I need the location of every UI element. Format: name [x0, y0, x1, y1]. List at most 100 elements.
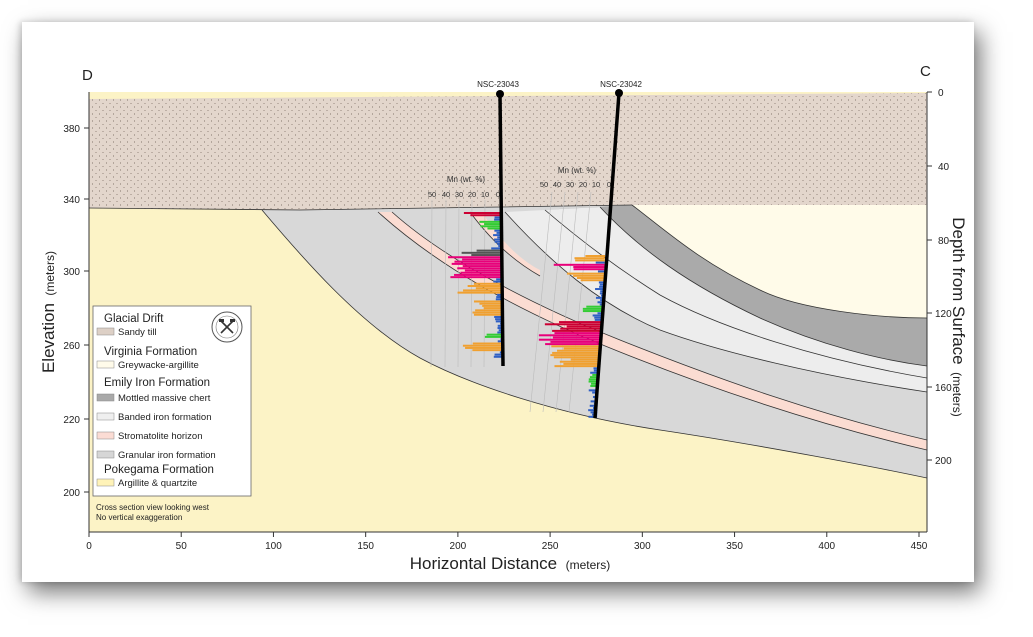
mn-bar	[454, 260, 501, 263]
legend-item-label: Banded iron formation	[118, 412, 211, 423]
mn-bar	[496, 231, 501, 234]
mn-bar	[600, 299, 603, 302]
mn-bar	[554, 332, 602, 335]
mn-bar	[598, 281, 604, 284]
mn-bar	[601, 294, 604, 297]
mn-bar	[497, 327, 503, 330]
mn-bar	[484, 223, 501, 226]
y-right-tick-label: 160	[935, 383, 952, 394]
legend-item-label: Sandy till	[118, 327, 157, 338]
mn-bar	[497, 340, 503, 343]
mn-bar	[498, 245, 501, 248]
mn-bar	[566, 325, 602, 328]
y-right-tick-label: 40	[938, 162, 950, 173]
y-right-tick-label: 200	[935, 456, 952, 467]
mn-bar	[465, 346, 503, 349]
legend-swatch	[96, 360, 115, 369]
mn-bar	[464, 269, 502, 272]
mn-bar	[544, 323, 602, 326]
mn-bar	[592, 314, 603, 317]
mn-bar	[484, 335, 503, 338]
banded-iron-formation-layer-upper	[545, 207, 927, 378]
legend-swatch	[96, 393, 115, 402]
mn-axis-title: Mn (wt. %)	[558, 166, 597, 175]
mn-bar	[590, 371, 600, 374]
legend-item-label: Mottled massive chert	[118, 393, 211, 404]
guide-line	[542, 191, 566, 413]
geology-layers	[89, 92, 927, 532]
x-tick-label: 400	[818, 541, 835, 552]
legend-item-label: Argillite & quartzite	[118, 478, 197, 489]
mn-bar	[462, 265, 502, 268]
legend-swatch	[96, 478, 115, 487]
x-tick-label: 450	[911, 541, 928, 552]
mn-bar	[476, 249, 501, 252]
guide-line	[555, 191, 579, 413]
mn-bar	[573, 266, 605, 269]
mn-bar	[551, 345, 601, 348]
mn-bar	[597, 270, 605, 273]
glacial-till-texture	[89, 93, 927, 210]
mn-bar	[590, 384, 599, 387]
mn-bar	[494, 229, 501, 232]
y-left-ticks	[84, 127, 89, 493]
mn-bar	[498, 329, 503, 332]
mn-bar	[588, 409, 598, 412]
y-left-axis-title: Elevation (meters)	[39, 251, 58, 373]
mn-tick: 40	[442, 190, 450, 199]
mn-tick: 50	[428, 190, 436, 199]
note-line-1: Cross section view looking west	[96, 503, 210, 512]
mn-bar	[550, 340, 601, 343]
mn-bar	[497, 293, 502, 296]
mn-tick: 10	[592, 180, 600, 189]
mn-bar	[473, 300, 502, 303]
mn-bar	[494, 240, 501, 243]
y-left-tick-label: 300	[63, 267, 80, 278]
guide-line	[529, 191, 553, 413]
mn-bar	[597, 301, 603, 304]
mn-bar	[566, 272, 605, 275]
guide-line	[470, 199, 473, 368]
mn-tick: 20	[579, 180, 587, 189]
mn-bar	[585, 255, 605, 257]
mn-axis-23042: Mn (wt. %) 50 40 30 20 10 0	[540, 166, 611, 189]
mn-bar	[582, 307, 603, 310]
y-left-axis-unit: (meters)	[43, 251, 57, 296]
mn-tick: 30	[455, 190, 463, 199]
mn-bar	[589, 404, 598, 407]
y-right-tick-label: 80	[938, 236, 950, 247]
mn-bar	[463, 289, 502, 292]
legend: Glacial Drift Sandy till Virginia Format…	[92, 305, 252, 497]
legend-swatch	[96, 327, 115, 336]
collar-marker-nsc-23042	[615, 89, 623, 97]
mn-tick: 50	[540, 180, 548, 189]
mn-bar	[557, 349, 601, 352]
y-left-tick-labels: 380 340 300 260 220 200	[63, 124, 80, 499]
mn-bar	[479, 220, 501, 223]
mn-bar	[595, 288, 604, 291]
y-right-tick-labels: 0 40 80 120 160 200	[935, 88, 952, 467]
mn-bar	[552, 336, 601, 339]
mn-tick: 10	[481, 190, 489, 199]
legend-group-title: Virginia Formation	[104, 346, 197, 358]
legend-swatch	[96, 431, 115, 440]
mn-bar	[550, 354, 601, 357]
mn-bar	[496, 278, 502, 281]
y-right-axis-label: Depth from Surface	[949, 217, 968, 364]
mn-bar	[472, 311, 503, 314]
drillhole-nsc-23043	[498, 93, 505, 367]
section-end-d: D	[82, 67, 93, 84]
mn-bar	[589, 376, 600, 379]
mn-bar	[467, 285, 502, 287]
mn-bar	[494, 238, 501, 241]
mn-bar	[563, 347, 601, 350]
mn-bar	[475, 309, 502, 312]
x-axis-label: Horizontal Distance	[410, 554, 557, 573]
mn-bar-profiles	[448, 212, 605, 418]
mn-tick: 0	[607, 180, 611, 189]
mn-bar	[574, 257, 605, 260]
y-left-tick-label: 220	[63, 415, 80, 426]
mn-bar	[563, 362, 600, 365]
drillhole-label-nsc-23043: NSC-23043	[477, 80, 519, 89]
